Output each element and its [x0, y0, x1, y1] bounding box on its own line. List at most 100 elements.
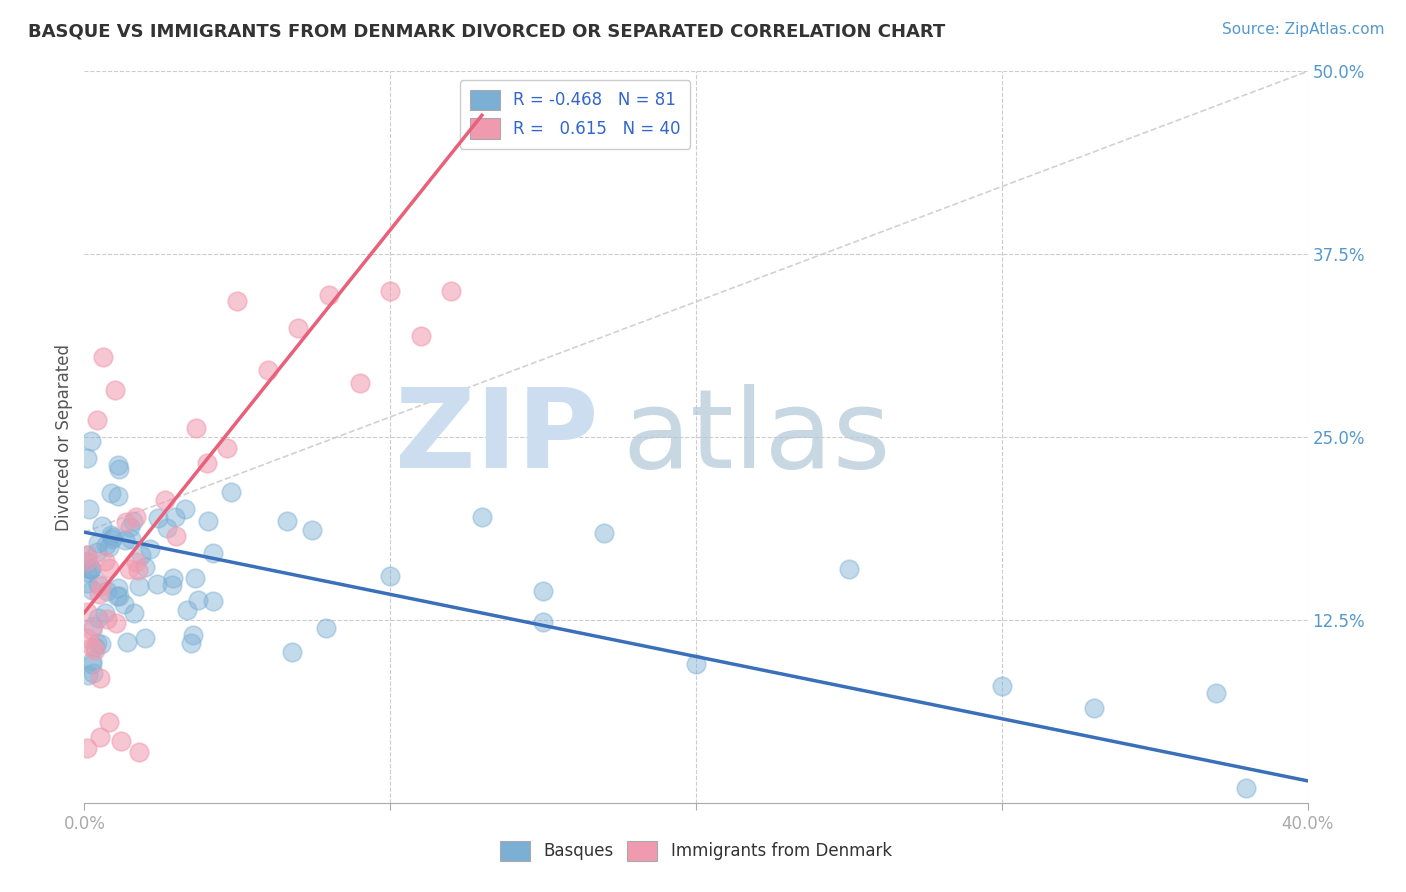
Point	[184, 420, 207, 434]
Point	[115, 516, 138, 530]
Point	[97, 715, 120, 730]
Point	[90, 519, 112, 533]
Point	[76, 549, 98, 563]
Point	[139, 541, 162, 556]
Point	[318, 287, 340, 301]
Point	[89, 671, 111, 685]
Point	[183, 628, 205, 642]
Point	[125, 555, 148, 569]
Point	[134, 560, 156, 574]
Point	[440, 284, 463, 298]
Point	[76, 566, 98, 580]
Point	[107, 581, 129, 595]
Point	[107, 489, 129, 503]
Point	[104, 384, 127, 398]
Text: Source: ZipAtlas.com: Source: ZipAtlas.com	[1222, 22, 1385, 37]
Point	[79, 562, 101, 576]
Point	[86, 536, 108, 550]
Point	[76, 605, 98, 619]
Point	[156, 521, 179, 535]
Point	[281, 645, 304, 659]
Point	[80, 582, 103, 597]
Point	[79, 562, 101, 576]
Point	[409, 328, 432, 343]
Point	[315, 622, 337, 636]
Point	[105, 615, 128, 630]
Point	[76, 740, 98, 755]
Point	[76, 576, 98, 591]
Point	[80, 434, 103, 449]
Point	[991, 679, 1014, 693]
Point	[100, 532, 122, 546]
Point	[129, 549, 152, 563]
Point	[165, 529, 187, 543]
Point	[87, 577, 110, 591]
Point	[90, 579, 112, 593]
Point	[86, 412, 108, 426]
Point	[112, 597, 135, 611]
Point	[180, 636, 202, 650]
Point	[201, 594, 224, 608]
Text: BASQUE VS IMMIGRANTS FROM DENMARK DIVORCED OR SEPARATED CORRELATION CHART: BASQUE VS IMMIGRANTS FROM DENMARK DIVORC…	[28, 22, 945, 40]
Point	[146, 576, 169, 591]
Point	[195, 456, 218, 470]
Point	[287, 321, 309, 335]
Text: ZIP: ZIP	[395, 384, 598, 491]
Point	[94, 538, 117, 552]
Point	[593, 525, 616, 540]
Point	[118, 520, 141, 534]
Point	[219, 484, 242, 499]
Point	[184, 571, 207, 585]
Point	[471, 509, 494, 524]
Point	[838, 562, 860, 576]
Point	[110, 734, 132, 748]
Point	[105, 589, 128, 603]
Point	[76, 548, 98, 562]
Point	[120, 532, 142, 546]
Point	[173, 501, 195, 516]
Point	[1083, 700, 1105, 714]
Point	[301, 523, 323, 537]
Point	[531, 583, 554, 598]
Point	[162, 578, 184, 592]
Point	[108, 462, 131, 476]
Point	[107, 458, 129, 473]
Point	[531, 615, 554, 629]
Point	[685, 657, 707, 671]
Y-axis label: Divorced or Separated: Divorced or Separated	[55, 343, 73, 531]
Point	[80, 657, 103, 671]
Point	[96, 583, 118, 598]
Point	[86, 545, 108, 559]
Point	[114, 533, 136, 547]
Point	[107, 589, 129, 603]
Point	[98, 540, 121, 554]
Point	[86, 611, 108, 625]
Text: atlas: atlas	[623, 384, 891, 491]
Point	[165, 510, 187, 524]
Point	[80, 640, 103, 654]
Point	[87, 587, 110, 601]
Point	[80, 654, 103, 668]
Point	[128, 745, 150, 759]
Point	[122, 606, 145, 620]
Point	[76, 450, 98, 465]
Point	[134, 631, 156, 645]
Point	[76, 555, 98, 569]
Point	[257, 363, 280, 377]
Point	[380, 284, 402, 298]
Point	[77, 502, 100, 516]
Point	[82, 619, 104, 633]
Point	[162, 571, 184, 585]
Point	[276, 515, 298, 529]
Point	[103, 530, 125, 544]
Point	[86, 636, 108, 650]
Point	[94, 554, 117, 568]
Point	[89, 730, 111, 744]
Point	[155, 493, 177, 508]
Point	[91, 350, 114, 364]
Point	[94, 606, 117, 620]
Point	[100, 486, 122, 500]
Point	[1205, 686, 1227, 700]
Point	[118, 562, 141, 576]
Point	[197, 514, 219, 528]
